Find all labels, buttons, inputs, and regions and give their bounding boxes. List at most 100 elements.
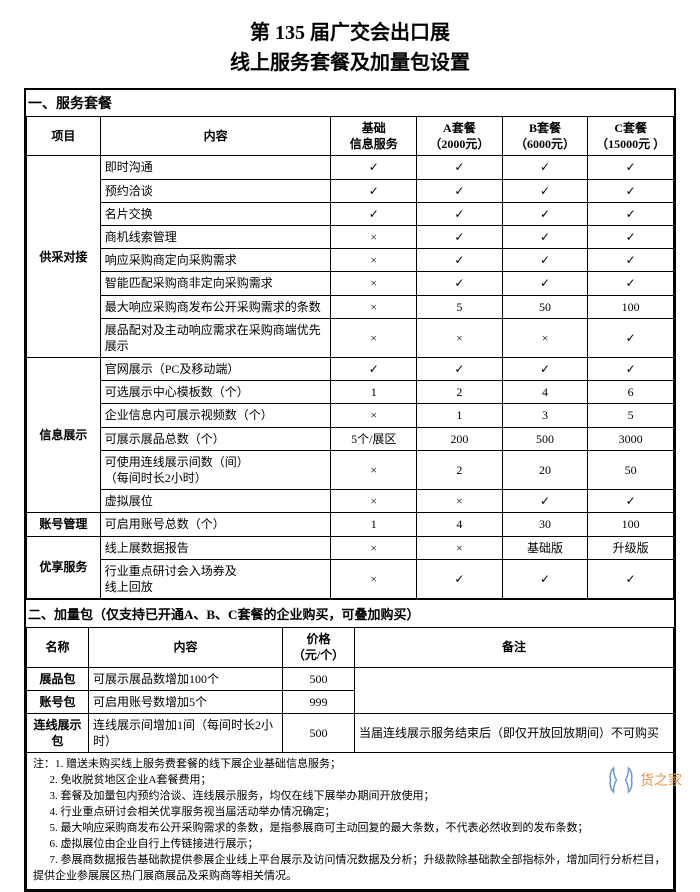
table-cell: 可展示展品总数（个） <box>100 427 331 450</box>
table-header-cell: B套餐（6000元） <box>502 117 588 156</box>
table-cell: 3 <box>502 404 588 427</box>
table-cell: 5 <box>588 404 674 427</box>
table-header-cell: 名称 <box>27 628 89 667</box>
table-header-row: 项目内容基础信息服务A套餐（2000元）B套餐（6000元）C套餐（15000元… <box>27 117 674 156</box>
table-cell: 4 <box>417 513 503 536</box>
notes-label: 注： <box>33 758 55 770</box>
table-cell: 可启用账号总数（个） <box>100 513 331 536</box>
table-cell: 999 <box>283 690 355 713</box>
service-package-table: 项目内容基础信息服务A套餐（2000元）B套餐（6000元）C套餐（15000元… <box>26 116 674 599</box>
table-cell: ✓ <box>417 559 503 598</box>
table-cell: 可选展示中心模板数（个） <box>100 381 331 404</box>
table-cell: 5个/展区 <box>331 427 417 450</box>
note-item: 7. 参展商数据报告基础款提供参展企业线上平台展示及访问情况数据及分析；升级款除… <box>33 854 666 882</box>
category-cell: 优享服务 <box>27 536 101 599</box>
table-row: 可展示展品总数（个）5个/展区2005003000 <box>27 427 674 450</box>
addon-name-cell: 展品包 <box>27 667 89 690</box>
table-row: 虚拟展位××✓✓ <box>27 490 674 513</box>
table-cell: 虚拟展位 <box>100 490 331 513</box>
table-cell <box>355 667 674 713</box>
table-cell: 智能匹配采购商非定向采购需求 <box>100 272 331 295</box>
table-header-cell: 基础信息服务 <box>331 117 417 156</box>
table-cell: × <box>331 249 417 272</box>
note-item: 1. 赠送未购买线上服务费套餐的线下展企业基础信息服务； <box>55 758 341 770</box>
table-cell: 升级版 <box>588 536 674 559</box>
table-cell: ✓ <box>588 249 674 272</box>
table-cell: ✓ <box>502 225 588 248</box>
table-header-row: 名称内容价格（元/个）备注 <box>27 628 674 667</box>
table-row: 名片交换✓✓✓✓ <box>27 202 674 225</box>
table-cell: × <box>331 450 417 489</box>
table-row: 预约洽谈✓✓✓✓ <box>27 179 674 202</box>
table-cell: ✓ <box>588 179 674 202</box>
table-cell: 3000 <box>588 427 674 450</box>
table-header-cell: 备注 <box>355 628 674 667</box>
table-cell: ✓ <box>502 358 588 381</box>
table-cell: × <box>331 404 417 427</box>
note-item: 3. 套餐及加量包内预约洽谈、连线展示服务，均仅在线下展举办期间开放使用； <box>50 790 435 802</box>
table-cell: × <box>417 318 503 357</box>
notes-cell: 注：1. 赠送未购买线上服务费套餐的线下展企业基础信息服务； 2. 免收脱贫地区… <box>27 753 674 890</box>
table-cell: × <box>331 272 417 295</box>
table-cell: × <box>417 490 503 513</box>
table-cell: × <box>417 536 503 559</box>
table-cell: 响应采购商定向采购需求 <box>100 249 331 272</box>
addon-name-cell: 连线展示包 <box>27 713 89 752</box>
table-cell: 预约洽谈 <box>100 179 331 202</box>
table-cell: 即时沟通 <box>100 156 331 179</box>
table-cell: 100 <box>588 513 674 536</box>
table-cell: 500 <box>283 713 355 752</box>
category-cell: 信息展示 <box>27 358 101 513</box>
table-row: 连线展示包连线展示间增加1间（每间时长2小时）500当届连线展示服务结束后（即仅… <box>27 713 674 752</box>
table-cell: 官网展示（PC及移动端） <box>100 358 331 381</box>
table-cell: ✓ <box>417 156 503 179</box>
note-item: 5. 最大响应采购商发布公开采购需求的条数，是指参展商可主动回复的最大条数，不代… <box>50 822 589 834</box>
main-container: 一、服务套餐 项目内容基础信息服务A套餐（2000元）B套餐（6000元）C套餐… <box>24 88 676 892</box>
table-cell: ✓ <box>417 358 503 381</box>
table-cell: ✓ <box>417 249 503 272</box>
table-cell: ✓ <box>588 202 674 225</box>
table-row: 行业重点研讨会入场券及线上回放×✓✓✓ <box>27 559 674 598</box>
table-cell: × <box>502 318 588 357</box>
notes-row: 注：1. 赠送未购买线上服务费套餐的线下展企业基础信息服务； 2. 免收脱贫地区… <box>27 753 674 890</box>
section2-heading: 二、加量包（仅支持已开通A、B、C套餐的企业购买，可叠加购买） <box>26 599 674 627</box>
table-cell: 连线展示间增加1间（每间时长2小时） <box>89 713 283 752</box>
title-line-2: 线上服务套餐及加量包设置 <box>24 48 676 78</box>
table-cell: ✓ <box>588 272 674 295</box>
table-row: 智能匹配采购商非定向采购需求×✓✓✓ <box>27 272 674 295</box>
table-cell: 1 <box>331 381 417 404</box>
table-row: 商机线索管理×✓✓✓ <box>27 225 674 248</box>
table-cell: ✓ <box>502 272 588 295</box>
table-cell: ✓ <box>331 358 417 381</box>
table-header-cell: 价格（元/个） <box>283 628 355 667</box>
category-cell: 账号管理 <box>27 513 101 536</box>
table-row: 优享服务线上展数据报告××基础版升级版 <box>27 536 674 559</box>
category-cell: 供采对接 <box>27 156 101 358</box>
table-header-cell: A套餐（2000元） <box>417 117 503 156</box>
table-cell: ✓ <box>417 202 503 225</box>
table-cell: × <box>331 318 417 357</box>
table-cell: ✓ <box>502 202 588 225</box>
table-cell: 可启用账号数增加5个 <box>89 690 283 713</box>
table-cell: ✓ <box>331 179 417 202</box>
table-cell: 名片交换 <box>100 202 331 225</box>
table-row: 账号管理可启用账号总数（个）1430100 <box>27 513 674 536</box>
table-cell: 最大响应采购商发布公开采购需求的条数 <box>100 295 331 318</box>
table-cell: ✓ <box>331 156 417 179</box>
table-row: 最大响应采购商发布公开采购需求的条数×550100 <box>27 295 674 318</box>
table-cell: 基础版 <box>502 536 588 559</box>
table-cell: × <box>331 536 417 559</box>
table-cell: 线上展数据报告 <box>100 536 331 559</box>
table-cell: ✓ <box>588 358 674 381</box>
table-cell: 企业信息内可展示视频数（个） <box>100 404 331 427</box>
table-row: 供采对接即时沟通✓✓✓✓ <box>27 156 674 179</box>
table-cell: × <box>331 490 417 513</box>
note-item: 2. 免收脱贫地区企业A套餐费用； <box>50 774 212 786</box>
table-cell: ✓ <box>588 156 674 179</box>
table-cell: 行业重点研讨会入场券及线上回放 <box>100 559 331 598</box>
table-row: 展品配对及主动响应需求在采购商端优先展示×××✓ <box>27 318 674 357</box>
table-cell: ✓ <box>331 202 417 225</box>
table-row: 可选展示中心模板数（个）1246 <box>27 381 674 404</box>
table-cell: 200 <box>417 427 503 450</box>
document-title: 第 135 届广交会出口展 线上服务套餐及加量包设置 <box>24 18 676 78</box>
